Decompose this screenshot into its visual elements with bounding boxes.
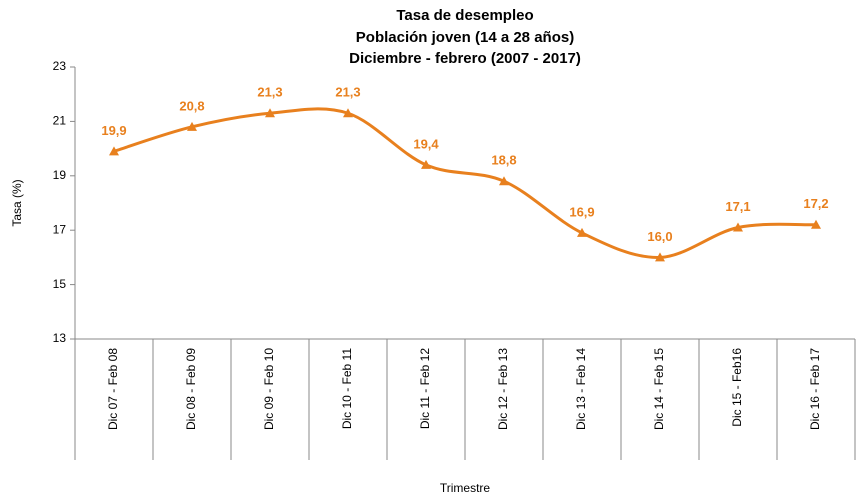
y-axis-title: Tasa (%) — [10, 179, 24, 226]
y-tick-label: 19 — [53, 168, 67, 182]
y-tick-label: 23 — [53, 59, 67, 73]
marker — [577, 227, 587, 237]
value-label: 16,0 — [647, 229, 672, 244]
marker — [655, 252, 665, 262]
marker — [499, 176, 509, 186]
marker — [109, 146, 119, 156]
y-tick-label: 21 — [53, 114, 67, 128]
value-label: 18,8 — [491, 153, 516, 168]
chart-title: Población joven (14 a 28 años) — [356, 29, 574, 46]
marker — [187, 121, 197, 131]
x-tick-label: Dic 07 - Feb 08 — [106, 348, 120, 430]
value-label: 17,1 — [725, 199, 750, 214]
chart-title: Diciembre - febrero (2007 - 2017) — [349, 50, 581, 67]
value-label: 19,4 — [413, 136, 439, 151]
x-tick-label: Dic 11 - Feb 12 — [418, 348, 432, 429]
marker — [265, 108, 275, 118]
x-tick-label: Dic 15 - Feb16 — [730, 348, 744, 427]
x-tick-label: Dic 08 - Feb 09 — [184, 348, 198, 430]
value-label: 16,9 — [569, 204, 594, 219]
marker — [811, 219, 821, 229]
x-tick-label: Dic 16 - Feb 17 — [808, 348, 822, 430]
x-tick-label: Dic 14 - Feb 15 — [652, 348, 666, 430]
value-label: 21,3 — [257, 85, 282, 100]
value-label: 21,3 — [335, 85, 360, 100]
value-label: 17,2 — [803, 196, 828, 211]
value-label: 19,9 — [101, 123, 126, 138]
x-tick-label: Dic 10 - Feb 11 — [340, 348, 354, 429]
marker — [343, 108, 353, 118]
series-line — [113, 107, 817, 259]
x-tick-label: Dic 12 - Feb 13 — [496, 348, 510, 430]
x-axis-title: Trimestre — [440, 481, 491, 495]
x-tick-label: Dic 09 - Feb 10 — [262, 348, 276, 430]
y-tick-label: 17 — [53, 222, 67, 236]
y-tick-label: 13 — [53, 331, 67, 345]
y-tick-label: 15 — [53, 277, 67, 291]
chart-title: Tasa de desempleo — [396, 7, 533, 24]
marker — [421, 159, 431, 169]
x-tick-label: Dic 13 - Feb 14 — [574, 348, 588, 430]
marker — [733, 222, 743, 232]
value-label: 20,8 — [179, 98, 204, 113]
